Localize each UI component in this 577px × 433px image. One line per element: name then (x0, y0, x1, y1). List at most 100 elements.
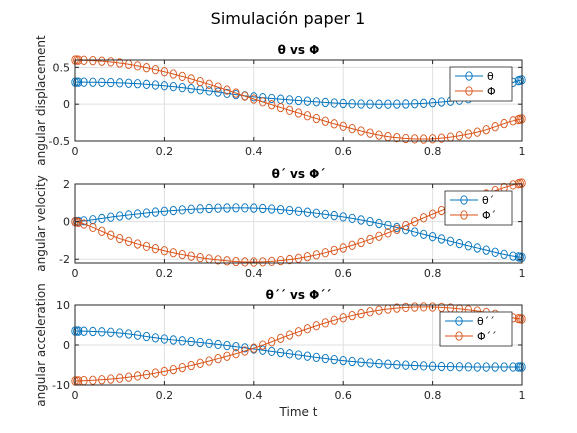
data-marker (464, 129, 473, 139)
data-marker (384, 359, 392, 369)
data-marker (375, 358, 383, 369)
data-marker (133, 61, 142, 71)
data-marker (160, 246, 169, 256)
data-marker (437, 302, 446, 312)
data-marker (411, 99, 419, 109)
data-marker (124, 78, 133, 88)
data-marker (178, 82, 186, 93)
data-marker (464, 362, 473, 372)
data-marker (250, 94, 258, 104)
legend-box (439, 311, 513, 347)
data-marker (241, 346, 249, 356)
y-tick-label: 10 (56, 299, 70, 312)
data-marker (402, 360, 410, 370)
data-marker (285, 205, 294, 216)
data-marker (160, 67, 169, 77)
data-marker (366, 217, 374, 227)
data-marker (402, 99, 410, 109)
data-marker (393, 99, 401, 109)
data-marker (89, 375, 97, 385)
data-marker (187, 336, 195, 347)
x-tick-label: 0 (72, 389, 79, 402)
data-marker (402, 302, 410, 313)
data-marker (232, 256, 240, 267)
data-marker (375, 99, 383, 109)
x-tick-label: 0.8 (424, 267, 442, 280)
y-axis-label: angular acceleration (34, 283, 48, 407)
data-marker (276, 204, 285, 215)
data-marker (259, 257, 267, 267)
data-marker (169, 335, 177, 345)
data-marker (420, 361, 428, 371)
data-marker (500, 249, 508, 260)
data-marker (330, 210, 338, 221)
data-marker (142, 331, 151, 342)
data-marker (133, 239, 142, 249)
data-marker (268, 100, 276, 110)
data-marker (312, 208, 321, 218)
legend-swatch-marker (460, 210, 468, 220)
data-marker (178, 336, 186, 346)
y-tick-label: 0 (63, 216, 70, 229)
x-tick-label: 0.2 (156, 145, 174, 158)
y-tick-label: 0 (63, 339, 70, 352)
data-marker (402, 133, 410, 144)
y-tick-label: 2 (63, 178, 70, 191)
data-marker (116, 78, 124, 88)
data-marker (303, 111, 312, 121)
data-marker (151, 244, 160, 254)
axes-box (74, 59, 523, 142)
data-marker (375, 130, 383, 140)
legend-box (444, 190, 513, 226)
data-marker (509, 180, 517, 190)
data-marker (89, 326, 97, 337)
data-marker (339, 98, 347, 109)
y-axis-label: angular displacement (34, 35, 48, 166)
data-marker (330, 98, 338, 108)
data-marker (393, 133, 401, 143)
x-tick-label: 0.2 (156, 389, 174, 402)
legend-swatch-marker (455, 331, 463, 341)
data-marker (160, 366, 169, 377)
data-marker (420, 229, 428, 240)
data-marker (107, 374, 115, 384)
x-tick-label: 0 (72, 267, 79, 280)
data-marker (321, 116, 329, 126)
data-marker (321, 209, 329, 219)
data-marker (357, 126, 365, 136)
data-marker (321, 318, 329, 328)
legend-entry-label: θ (487, 70, 494, 83)
data-marker (98, 213, 106, 224)
data-marker (348, 99, 356, 109)
data-marker (107, 77, 115, 88)
data-marker (268, 346, 276, 357)
data-marker (366, 358, 374, 368)
data-marker (294, 95, 303, 106)
data-marker (178, 205, 186, 215)
data-marker (241, 257, 249, 267)
x-tick-label: 1 (519, 267, 526, 280)
data-marker (151, 65, 160, 75)
y-tick-label: -0.5 (49, 135, 70, 148)
data-marker (446, 236, 455, 246)
data-marker (276, 347, 285, 358)
data-marker (116, 233, 124, 244)
data-marker (303, 324, 312, 334)
data-marker (366, 234, 374, 245)
data-marker (124, 329, 133, 339)
data-marker (437, 97, 446, 107)
data-marker (196, 252, 204, 263)
data-marker (214, 82, 222, 92)
data-marker (205, 203, 213, 214)
legend-entry-label: θ´´ (477, 315, 495, 328)
data-marker (303, 207, 312, 217)
data-marker (276, 102, 285, 113)
data-marker (348, 310, 356, 321)
data-marker (98, 327, 106, 337)
data-marker (73, 326, 81, 336)
data-marker (428, 134, 437, 144)
data-marker (178, 71, 186, 82)
data-marker (357, 237, 365, 248)
data-marker (516, 314, 524, 324)
